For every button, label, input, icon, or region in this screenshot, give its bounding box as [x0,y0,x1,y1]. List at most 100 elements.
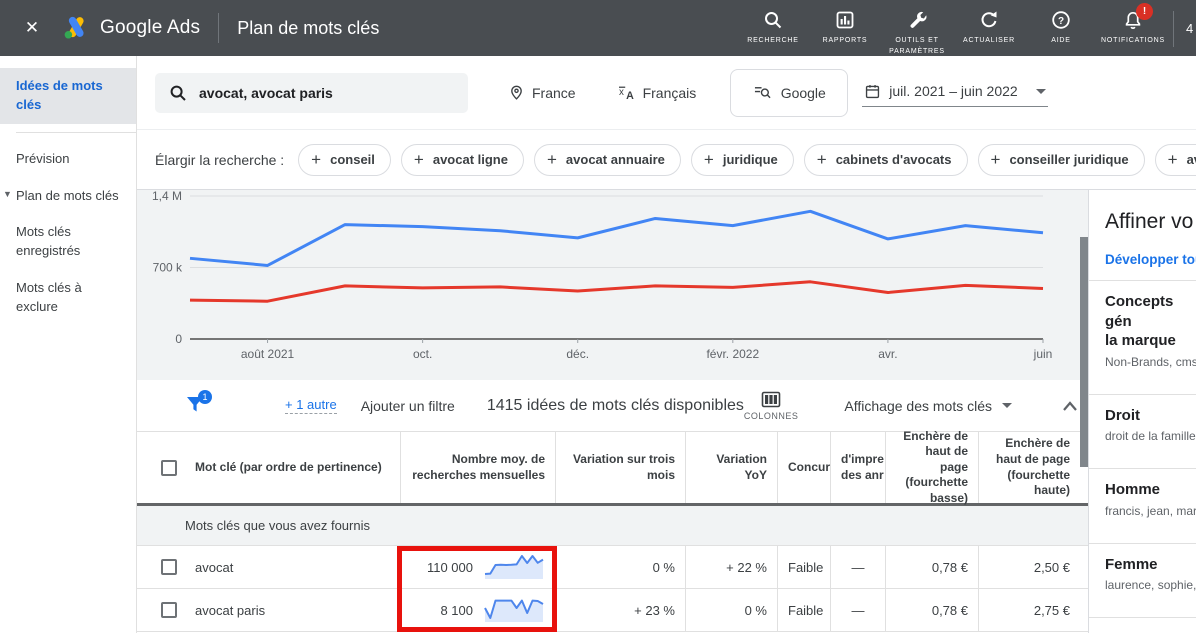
header-yoy-change[interactable]: Variation YoY [685,432,777,503]
refine-group-homme[interactable]: Homme francis, jean, mar [1105,481,1196,518]
header-top-bid-high[interactable]: Enchère de haut de page (fourchette haut… [978,432,1080,503]
select-all-checkbox[interactable] [161,459,177,476]
search-action-button[interactable]: RECHERCHE [737,9,809,47]
competition-cell: Faible [777,546,830,588]
more-filters-link[interactable]: + 1 autre [285,397,337,414]
svg-text:?: ? [1058,16,1064,27]
sidebar-item-plan-de-mots-cles[interactable]: ▼ Plan de mots clés [3,187,119,203]
keyword-view-dropdown[interactable]: Affichage des mots clés [844,398,1013,414]
provided-keywords-section-label: Mots clés que vous avez fournis [137,506,1088,546]
plus-icon: + [413,150,424,169]
tools-settings-action-button[interactable]: OUTILS ET PARAMÈTRES [881,9,953,57]
keyword-search-input[interactable]: avocat, avocat paris [155,72,468,113]
search-query-value: avocat, avocat paris [199,84,333,101]
competition-cell: Faible [777,589,830,631]
refresh-action-button[interactable]: ACTUALISER [953,9,1025,47]
collapse-chart-button[interactable] [1060,399,1080,413]
svg-text:juin: juin [1033,347,1053,361]
three-month-change-cell: 0 % [555,546,685,588]
impression-share-cell: — [830,546,885,588]
expand-all-link[interactable]: Développer tou [1105,252,1196,267]
close-icon[interactable]: ✕ [24,18,40,37]
yoy-change-cell: 0 % [685,589,777,631]
reports-action-button[interactable]: RAPPORTS [809,9,881,47]
svg-text:0: 0 [175,332,182,346]
chip-avocat-annuaire[interactable]: + avocat annuaire [533,143,681,176]
refine-group-droit[interactable]: Droit droit de la famille [1105,406,1196,444]
sidebar-item-prevision[interactable]: Prévision [16,150,70,166]
reports-icon [835,9,855,31]
sidebar-item-mots-cles-enregistres[interactable]: Mots clés enregistrés [16,224,81,259]
left-sidebar: Idées de mots clés Prévision ▼ Plan de m… [0,56,137,633]
location-selector[interactable]: France [508,84,576,101]
chevron-up-icon [1063,400,1077,411]
chip-juridique[interactable]: + juridique [690,143,794,176]
search-icon [763,9,783,31]
top-app-bar: ✕ Google Ads Plan de mots clés RECHERCHE… [0,0,1196,56]
plus-icon: + [990,150,1001,169]
header-avg-monthly-searches[interactable]: Nombre moy. de recherches mensuelles [400,432,555,503]
refine-keywords-panel: Affiner vo Développer tou Concepts gén l… [1088,190,1196,633]
refine-group-les-autres[interactable]: Les Autres barreau, avocat e [1105,618,1196,633]
table-toolbar: 1 + 1 autre Ajouter un filtre 1415 idées… [137,380,1088,432]
yoy-change-cell: + 22 % [685,546,777,588]
sidebar-divider [16,131,136,133]
sidebar-item-mots-cles-a-exclure[interactable]: Mots clés à exclure [16,280,82,314]
filter-button[interactable]: 1 [185,389,212,417]
results-area: 0 700 k 1,4 M août 2021 oct. déc. févr. 2022 av… [137,190,1088,633]
panel-divider [1089,468,1196,469]
chip-avocat-versailles[interactable]: +avocat versailles [1154,143,1196,176]
table-row[interactable]: avocat paris 8 100 + 23 % 0 % Faible — 0… [137,589,1088,632]
header-ad-impression-share[interactable]: d'impre des anr [830,432,885,503]
location-pin-icon [511,85,522,100]
brand-name: Google Ads [100,17,201,38]
keyword-ideas-card: 1 + 1 autre Ajouter un filtre 1415 idées… [137,380,1088,633]
topbar-divider [1173,11,1174,47]
header-three-month-change[interactable]: Variation sur trois mois [555,432,685,503]
refine-group-femme[interactable]: Femme laurence, sophie, [1105,555,1196,593]
search-volume-chart: 0 700 k 1,4 M août 2021 oct. déc. févr. 2022 av… [137,190,1088,380]
chip-conseiller-juridique[interactable]: + conseiller juridique [977,143,1145,176]
page-title: Plan de mots clés [237,17,380,38]
svg-text:août 2021: août 2021 [241,347,295,361]
chevron-down-icon [1035,88,1046,94]
chevron-down-icon [1002,403,1013,408]
sidebar-item-idees-de-mots-cles[interactable]: Idées de mots clés [0,68,136,124]
table-row[interactable]: avocat 110 000 0 % + 22 % Faible — 0,78 … [137,546,1088,589]
top-bid-low-cell: 0,78 € [885,546,978,588]
header-top-bid-low[interactable]: Enchère de haut de page (fourchette bass… [885,429,978,505]
refine-group-brand[interactable]: Concepts gén la marque Non-Brands, cms [1105,293,1196,369]
help-action-button[interactable]: ? AIDE [1025,9,1097,47]
refine-panel-title: Affiner vo [1105,210,1194,233]
network-selector[interactable]: Google [730,68,849,117]
chip-cabinets-avocats[interactable]: + cabinets d'avocats [803,143,968,176]
notification-badge: ! [1136,3,1153,20]
chip-conseil[interactable]: + conseil [298,143,391,176]
header-keyword[interactable]: Mot clé (par ordre de pertinence) [195,459,382,474]
topbar-divider [218,13,220,43]
chip-avocat-ligne[interactable]: + avocat ligne [400,143,524,176]
plus-icon: + [311,150,322,169]
columns-button[interactable]: COLONNES [744,391,799,421]
svg-text:x: x [619,86,624,97]
row-checkbox[interactable] [161,602,177,618]
notifications-action-button[interactable]: ! NOTIFICATIONS [1097,3,1169,47]
plus-icon: + [703,150,714,169]
network-value: Google [780,84,826,101]
plus-icon: + [546,150,557,169]
refresh-icon [979,9,999,31]
date-range-selector[interactable]: juil. 2021 – juin 2022 [862,79,1048,107]
header-competition[interactable]: Concur [777,432,830,503]
chevron-down-icon: ▼ [3,188,12,199]
plus-icon: + [1167,150,1178,169]
vertical-scrollbar[interactable] [1080,237,1088,467]
keyword-cell: avocat paris [195,602,266,618]
panel-divider [1089,393,1196,395]
row-checkbox[interactable] [161,559,177,575]
search-network-icon [754,87,771,99]
svg-text:févr. 2022: févr. 2022 [706,347,759,361]
svg-text:avr.: avr. [878,347,897,361]
account-number-partial[interactable]: 4 [1186,21,1194,36]
add-filter-button[interactable]: Ajouter un filtre [360,397,455,414]
